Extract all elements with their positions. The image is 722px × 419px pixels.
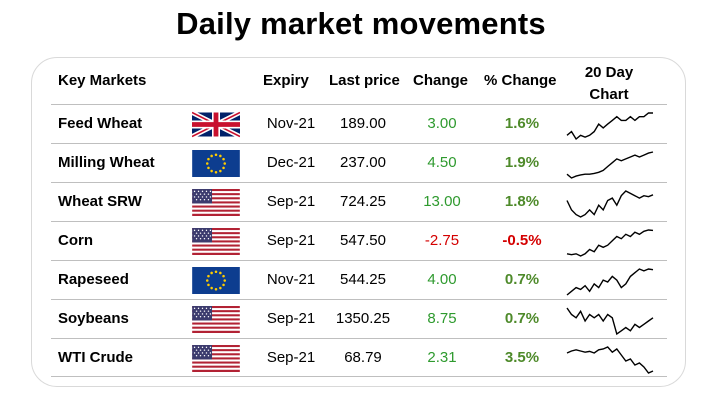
header-chart-line1: 20 Day [584,64,634,81]
market-table-card [31,57,686,387]
last-price-value: 189.00 [340,115,386,132]
header-change: Change [413,72,469,89]
sparkline-series [566,346,654,374]
header-last-price: Last price [329,72,400,89]
expiry-value: Sep-21 [266,310,316,327]
sparkline-chart [566,346,654,374]
eu-flag-icon [192,150,240,177]
table-row: Milling Wheat Dec-21 237.00 4.50 1.9% [51,143,667,182]
header-chart-line2: Chart [589,86,629,103]
expiry-value: Dec-21 [266,154,316,171]
last-price-value: 544.25 [340,271,386,288]
pct-change-value: 0.7% [504,310,540,327]
sparkline-chart [566,307,654,336]
table-header: Key Markets Expiry Last price Change % C… [0,60,722,104]
sparkline-chart [566,151,654,179]
sparkline-series [566,190,654,218]
us-flag-icon [192,306,240,333]
last-price-value: 724.25 [340,193,386,210]
change-value: 4.00 [427,271,457,288]
change-value: 8.75 [427,310,457,327]
market-name: Milling Wheat [58,154,155,171]
sparkline-series [566,229,654,257]
header-expiry: Expiry [263,72,309,89]
market-name: WTI Crude [58,349,133,366]
page-title: Daily market movements [176,6,546,41]
last-price-value: 237.00 [340,154,386,171]
expiry-value: Nov-21 [266,115,316,132]
table-row: Feed Wheat Nov-21 189.00 3.00 1.6% [51,104,667,143]
pct-change-value: 3.5% [504,349,540,366]
last-price-value: 1350.25 [335,310,391,327]
pct-change-value: 1.9% [504,154,540,171]
pct-change-value: 1.6% [504,115,540,132]
expiry-value: Nov-21 [266,271,316,288]
expiry-value: Sep-21 [266,232,316,249]
change-value: 4.50 [427,154,457,171]
table-row: Soybeans Sep-21 1350.25 8.75 0.7% [51,299,667,338]
sparkline-chart [566,112,653,141]
market-name: Rapeseed [58,271,129,288]
uk-flag-icon [192,111,240,138]
market-name: Wheat SRW [58,193,142,210]
expiry-value: Sep-21 [266,193,316,210]
last-price-value: 68.79 [344,349,382,366]
sparkline-series [566,112,653,141]
header-pct-change: % Change [484,72,557,89]
eu-flag-icon [192,267,240,294]
sparkline-series [566,307,654,336]
pct-change-value: -0.5% [502,232,542,249]
last-price-value: 547.50 [340,232,386,249]
change-value: -2.75 [424,232,460,249]
sparkline-series [566,268,654,296]
change-value: 13.00 [423,193,461,210]
sparkline-chart [566,229,654,257]
sparkline-chart [566,268,654,296]
header-key-markets: Key Markets [58,72,147,89]
table-row: WTI Crude Sep-21 68.79 2.31 3.5% [51,338,667,377]
sparkline-series [566,151,654,179]
change-value: 2.31 [427,349,457,366]
us-flag-icon [192,228,240,255]
table-row: Corn Sep-21 547.50 -2.75 -0.5% [51,221,667,260]
market-name: Soybeans [58,310,129,327]
sparkline-chart [566,190,654,218]
pct-change-value: 0.7% [504,271,540,288]
table-row: Wheat SRW Sep-21 724.25 13.00 1.8% [51,182,667,221]
header-20-day-chart: 20 Day Chart [569,62,649,106]
us-flag-icon [192,345,240,372]
market-name: Feed Wheat [58,115,143,132]
expiry-value: Sep-21 [266,349,316,366]
us-flag-icon [192,189,240,216]
market-name: Corn [58,232,93,249]
pct-change-value: 1.8% [504,193,540,210]
change-value: 3.00 [427,115,457,132]
table-row: Rapeseed Nov-21 544.25 4.00 0.7% [51,260,667,299]
